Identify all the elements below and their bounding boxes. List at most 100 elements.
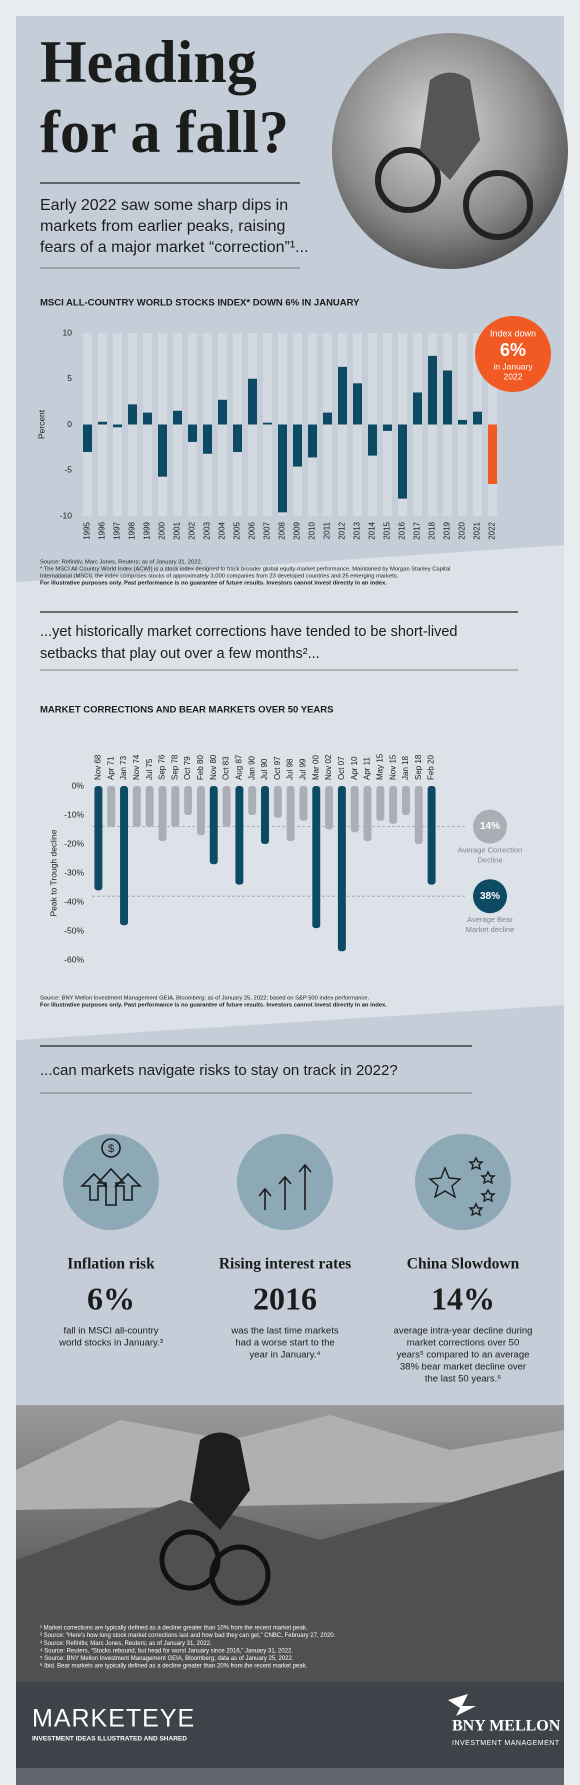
intro-text: markets from earlier peaks, raising [40,218,285,235]
x-tick-label: 1999 [143,521,152,539]
footnote: ⁵ Source: BNY Mellon Investment Manageme… [40,1655,294,1662]
x-tick-label: 2005 [233,521,242,539]
footer-division: INVESTMENT MANAGEMENT [452,1740,560,1747]
card-figure: 6% [87,1280,135,1316]
y-tick-label: 0% [72,780,85,790]
bar [278,424,287,513]
x-tick-label: May 15 [375,753,384,780]
bar [376,786,385,821]
title: for a fall? [40,99,289,165]
x-tick-label: Jan 18 [401,755,410,780]
footnote: ² Source: “Here's how long stock market … [40,1633,336,1639]
bar [263,422,272,425]
card-figure: 2016 [253,1280,317,1316]
bar [363,786,372,842]
photo-detail [463,170,533,240]
y-tick-label: 10 [63,327,73,337]
reference-badge [473,809,507,844]
y-tick-label: -10 [60,510,73,520]
x-tick-label: 2012 [338,521,347,539]
footer-bg [16,1682,564,1768]
photo-detail [16,1415,564,1510]
x-tick-label: Nov 68 [94,754,103,780]
x-tick-label: 1996 [98,521,107,539]
bar [83,424,92,452]
photo-detail [209,1544,271,1606]
card-title: Inflation risk [67,1256,155,1273]
card-text: year in January.⁴ [250,1350,321,1361]
bar [323,412,332,425]
icon-china [428,1156,496,1217]
y-tick-label: -50% [64,925,84,935]
x-tick-label: 2019 [443,521,452,539]
reference-text: Market decline [466,925,515,934]
bar [158,786,167,842]
x-tick-label: Feb 20 [427,755,436,780]
reference-text: Decline [477,856,502,865]
bar [299,786,308,821]
footer-band [16,1768,564,1785]
footer-brand: MARKETEYE [32,1705,195,1733]
bar [350,786,359,833]
x-tick-label: 2000 [158,521,167,539]
x-tick-label: Jan 90 [247,755,256,780]
x-tick-label: Nov 80 [209,754,218,780]
annotation-text: 2022 [504,371,523,381]
bar [401,786,410,815]
card-title: Rising interest rates [219,1256,351,1273]
bar [132,786,141,827]
bar [222,786,231,827]
reference-badge [473,879,507,914]
x-tick-label: Aug 87 [234,754,243,780]
bar [273,786,282,818]
x-tick-label: 2010 [308,521,317,539]
x-tick-label: Apr 71 [106,756,115,780]
bar [389,786,398,824]
bar [203,424,212,454]
bar [184,786,193,815]
x-tick-label: Oct 97 [273,756,282,780]
y-tick-label: -40% [64,896,84,906]
x-tick-label: Jul 99 [299,758,308,780]
y-tick-label: 5 [67,373,72,383]
footnote: ¹ Market corrections are typically defin… [40,1626,308,1632]
bar [248,378,257,425]
x-tick-label: Oct 79 [183,756,192,780]
bar [473,411,482,425]
bar [428,355,437,425]
bar [233,424,242,452]
annotation-text: Index down [490,328,536,338]
photo-detail [190,1432,250,1530]
x-tick-label: Apr 11 [363,756,372,780]
x-tick-label: Jul 98 [286,758,295,780]
bar [173,410,182,425]
bar [427,786,436,885]
card-text: the last 50 years.⁶ [425,1374,501,1385]
x-tick-label: 2021 [473,521,482,539]
bar [188,424,197,442]
x-tick-label: 2008 [278,521,287,539]
annotation-bg [475,316,551,392]
bar [286,786,295,842]
x-tick-label: Mar 00 [311,755,320,780]
bar [337,786,346,952]
y-axis-label: Percent [36,409,46,439]
x-tick-label: 1995 [83,521,92,539]
bar [261,786,269,844]
photo-detail [375,147,441,213]
footnote: ³ Source: Refinitiv, Marc Jones, Reuters… [40,1641,212,1647]
x-tick-label: 2011 [323,521,332,539]
footer-logo [448,1694,476,1716]
icon-bg [63,1134,159,1230]
x-tick-label: Feb 80 [196,755,205,780]
bar [171,786,180,827]
bar [107,786,116,827]
footer-tagline: INVESTMENT IDEAS ILLUSTRATED AND SHARED [32,1736,187,1743]
x-tick-label: 2004 [218,521,227,539]
x-tick-label: Nov 15 [388,754,397,780]
photo-detail [420,72,480,180]
bar [458,419,467,425]
bar [353,383,362,425]
x-tick-label: 2018 [428,521,437,539]
